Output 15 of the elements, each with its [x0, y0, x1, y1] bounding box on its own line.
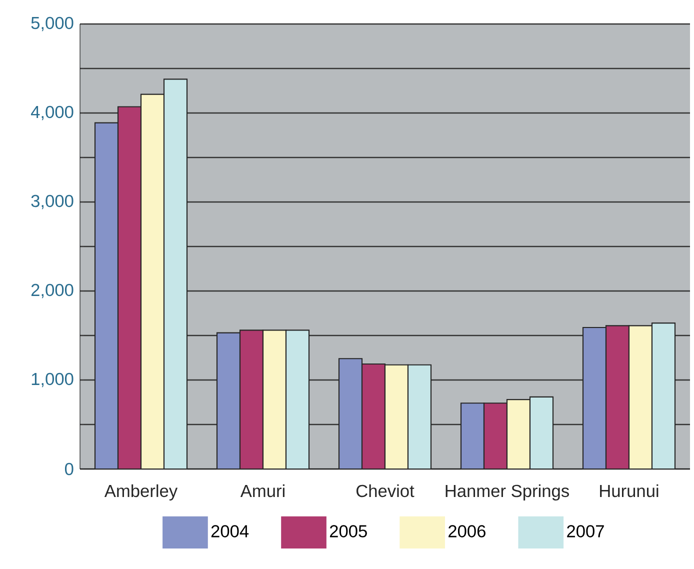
y-tick-label: 3,000 [31, 194, 74, 210]
y-tick-label: 0 [64, 462, 74, 476]
legend-label: 2006 [448, 525, 486, 538]
legend-label: 2007 [567, 525, 604, 538]
legend-label: 2004 [211, 525, 249, 538]
y-tick-label: 1,000 [32, 372, 74, 388]
y-tick-label: 4,000 [30, 106, 74, 120]
x-tick-label: Amuri [240, 484, 284, 498]
x-tick-label: Cheviot [356, 484, 414, 498]
x-tick-label: Hurunui [600, 484, 658, 498]
x-tick-label: Hanmer Springs [446, 484, 569, 501]
y-tick-label: 2,000 [31, 284, 74, 298]
y-tick-label: 5,000 [31, 16, 74, 32]
x-tick-label: Amberley [104, 484, 178, 501]
legend-label: 2005 [330, 525, 367, 538]
